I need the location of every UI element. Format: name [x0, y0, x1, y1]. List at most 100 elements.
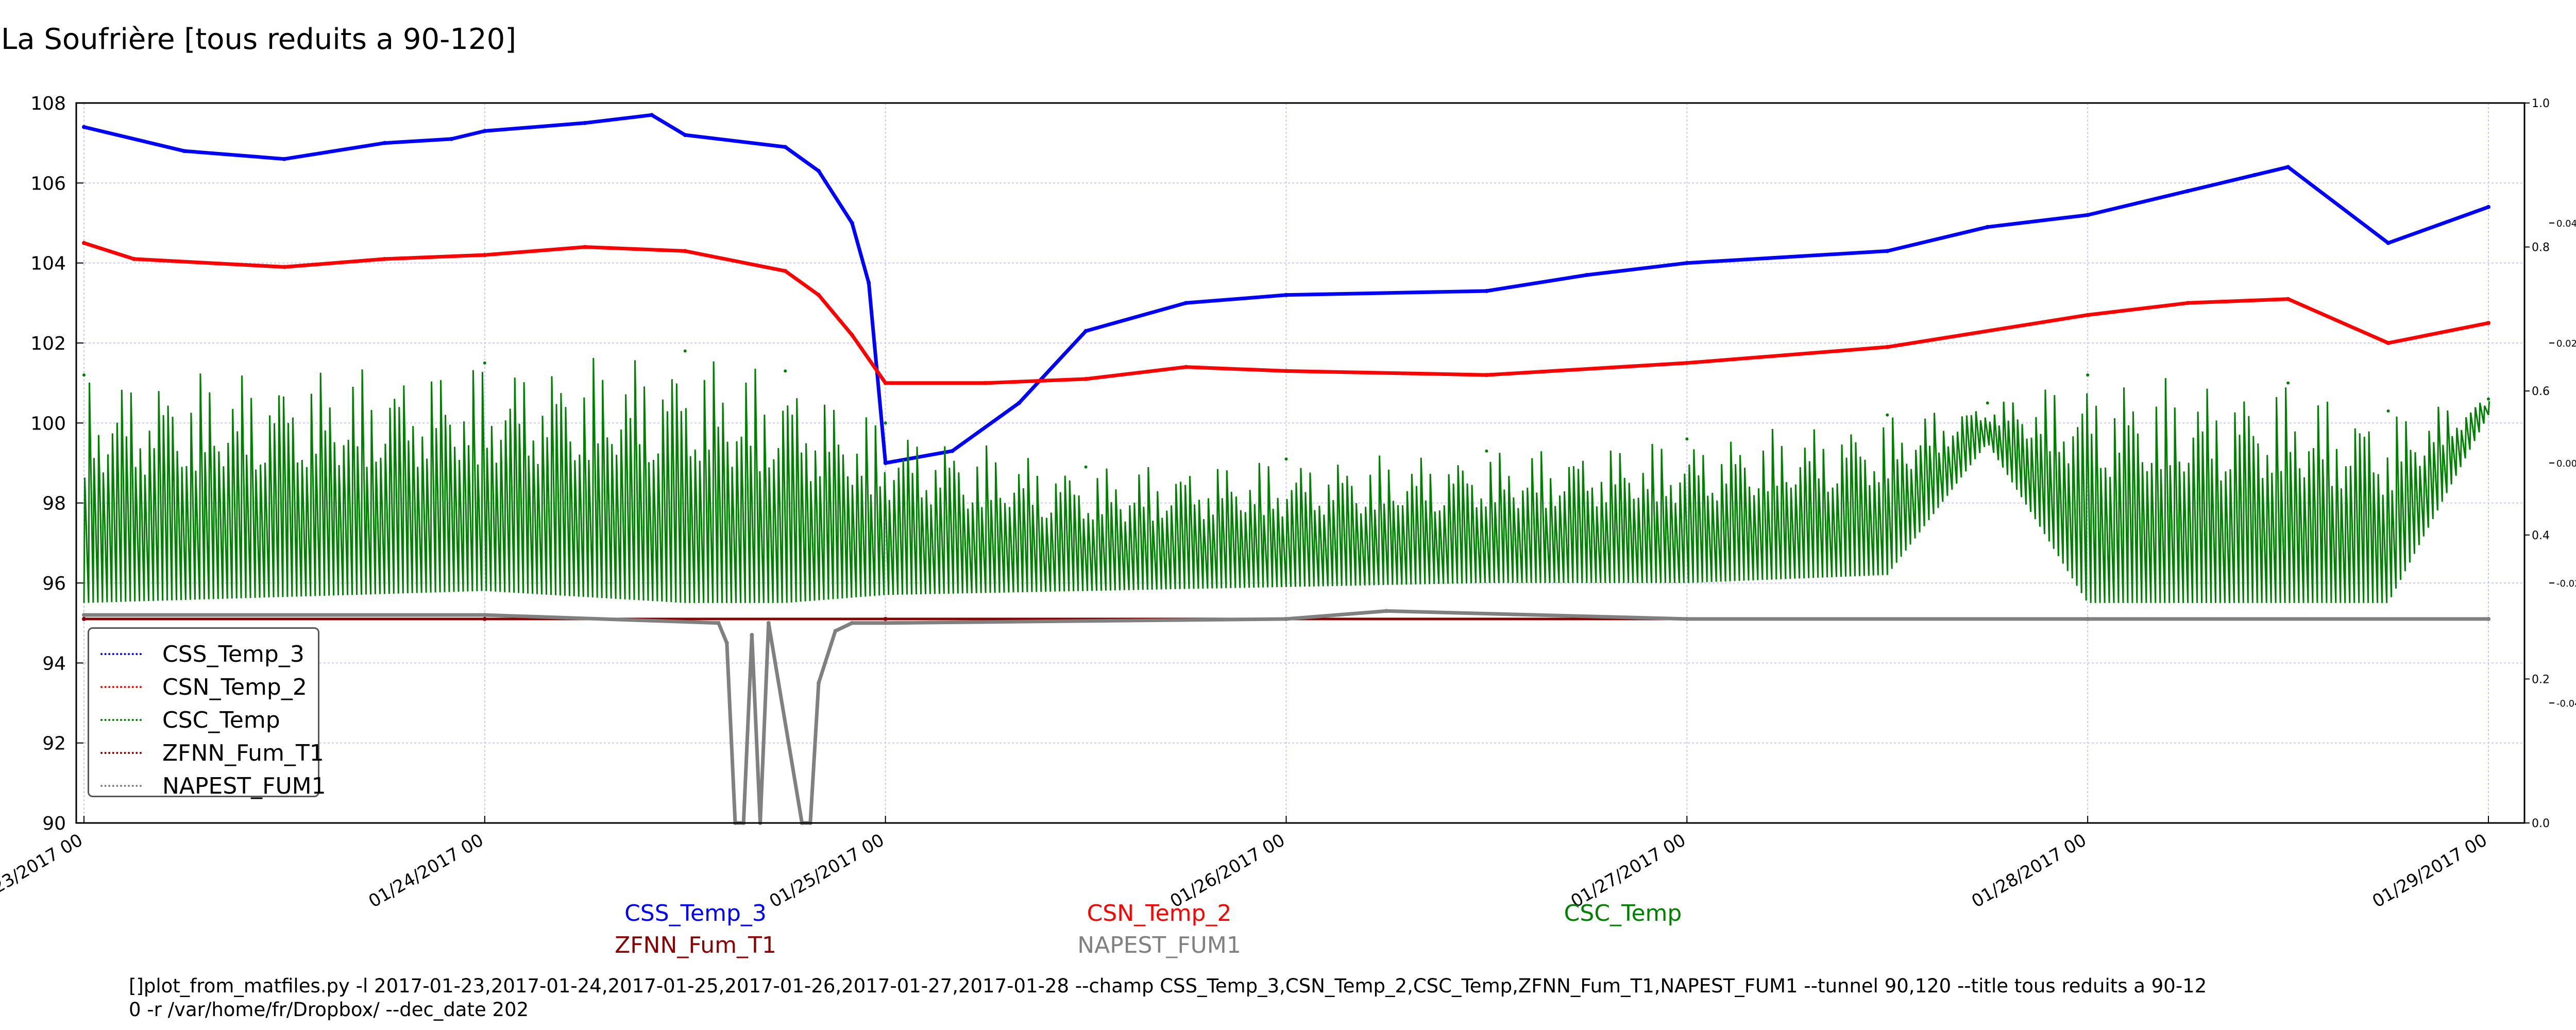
- series-line-css-temp-3: [83, 113, 2489, 465]
- series-point-csn-temp-2: [984, 381, 988, 385]
- series-line-csc-temp: [83, 357, 2490, 603]
- series-point-css-temp-3: [2252, 173, 2257, 177]
- command-line-text: []plot_from_matfiles.py -l 2017-01-23,20…: [129, 974, 2207, 1022]
- series-point-napest-fum1: [750, 632, 754, 637]
- series-point-csn-temp-2: [583, 245, 587, 249]
- series-point-napest-fum1: [2486, 616, 2490, 621]
- chart-title: La Soufrière [tous reduits a 90-120]: [1, 23, 517, 56]
- x-tick-label: 01/26/2017 00: [1166, 830, 1289, 912]
- series-point-css-temp-3: [950, 449, 955, 453]
- series-point-napest-fum1: [766, 621, 771, 625]
- series-point-css-temp-3: [883, 461, 888, 465]
- right-minor-tick-label: 0.00: [2556, 458, 2576, 469]
- series-point-csn-temp-2: [482, 253, 487, 258]
- x-tick-label: 01/23/2017 00: [0, 830, 86, 912]
- legend-item-csn-temp-2: CSN_Temp_2: [100, 674, 307, 700]
- series-name-csc-temp: CSC_Temp: [1564, 900, 1682, 926]
- series-point-csc-temp: [82, 373, 86, 377]
- series-point-napest-fum1: [850, 621, 854, 625]
- series-point-csc-temp: [784, 369, 787, 373]
- series-name-csn-temp-2: CSN_Temp_2: [1087, 900, 1232, 926]
- series-point-css-temp-3: [850, 221, 854, 225]
- series-point-css-temp-3: [1685, 261, 1689, 265]
- series-point-css-temp-3: [1083, 329, 1088, 333]
- series-point-csc-temp: [2086, 373, 2090, 377]
- legend-label: CSS_Temp_3: [162, 641, 304, 667]
- legend-swatch: [100, 785, 142, 787]
- series-point-csn-temp-2: [1885, 345, 1890, 349]
- series-point-napest-fum1: [1685, 616, 1689, 621]
- y-tick-label: 104: [30, 253, 66, 274]
- y-tick-label: 100: [30, 413, 66, 434]
- x-tick-label: 01/29/2017 00: [2369, 830, 2491, 912]
- series-point-css-temp-3: [649, 113, 654, 117]
- series-point-csn-temp-2: [1284, 369, 1289, 373]
- legend-label: CSN_Temp_2: [162, 674, 307, 700]
- series-point-csn-temp-2: [282, 265, 286, 269]
- series-point-css-temp-3: [1184, 301, 1189, 305]
- series-point-css-temp-3: [2086, 213, 2090, 217]
- series-point-csc-temp: [1284, 457, 1288, 461]
- series-point-napest-fum1: [716, 621, 721, 625]
- series-point-css-temp-3: [82, 125, 86, 129]
- legend-swatch: [100, 686, 142, 688]
- series-point-css-temp-3: [1284, 293, 1289, 297]
- y-tick-label: 106: [30, 173, 66, 194]
- legend: CSS_Temp_3 CSN_Temp_2 CSC_Temp ZFNN_Fum_…: [88, 627, 326, 799]
- command-line-2: 0 -r /var/home/fr/Dropbox/ --dec_date 20…: [129, 999, 529, 1021]
- series-point-css-temp-3: [449, 136, 454, 141]
- series-point-css-temp-3: [817, 169, 821, 174]
- y-tick-label: 92: [42, 733, 66, 754]
- series-point-csn-temp-2: [783, 269, 788, 273]
- series-point-napest-fum1: [1384, 609, 1388, 613]
- series-point-css-temp-3: [2185, 188, 2190, 193]
- series-point-napest-fum1: [724, 641, 729, 645]
- series-point-css-temp-3: [1016, 401, 1021, 405]
- series-point-css-temp-3: [1484, 289, 1489, 294]
- legend-swatch: [100, 752, 142, 754]
- series-point-csc-temp: [483, 361, 486, 365]
- series-point-csc-temp: [884, 421, 887, 425]
- series-point-zfnn-fum-t1: [82, 616, 86, 621]
- y-tick-label: 94: [42, 653, 66, 674]
- right-minor-tick-label: 0.02: [2556, 338, 2576, 349]
- series-point-csn-temp-2: [1484, 373, 1489, 377]
- series-point-csn-temp-2: [132, 256, 137, 261]
- series-point-css-temp-3: [583, 121, 587, 125]
- series-name-css-temp-3: CSS_Temp_3: [624, 900, 767, 926]
- series-point-csc-temp: [1685, 437, 1689, 441]
- series-point-napest-fum1: [817, 681, 821, 685]
- series-name-zfnn-fum-t1: ZFNN_Fum_T1: [615, 932, 776, 958]
- series-point-napest-fum1: [82, 613, 86, 617]
- series-point-csn-temp-2: [1083, 376, 1088, 381]
- series-point-csn-temp-2: [382, 256, 387, 261]
- series-point-csn-temp-2: [850, 333, 854, 337]
- x-tick-label: 01/25/2017 00: [766, 830, 888, 912]
- series-point-csc-temp: [1485, 449, 1488, 453]
- y-tick-label: 98: [42, 493, 66, 514]
- series-point-css-temp-3: [1584, 272, 1589, 277]
- y-tick-label: 96: [42, 573, 66, 594]
- legend-label: CSC_Temp: [162, 707, 280, 733]
- series-point-csn-temp-2: [2386, 341, 2391, 345]
- series-point-csc-temp: [1084, 465, 1088, 469]
- legend-swatch: [100, 719, 142, 721]
- series-point-csn-temp-2: [883, 381, 888, 385]
- y-tick-label: 90: [42, 813, 66, 834]
- right-major-tick-label: 0.0: [2532, 817, 2550, 830]
- series-point-napest-fum1: [482, 613, 487, 617]
- right-major-tick-label: 0.8: [2532, 242, 2550, 254]
- legend-label: ZFNN_Fum_T1: [162, 740, 324, 766]
- series-point-napest-fum1: [833, 629, 838, 633]
- series-point-csc-temp: [2386, 409, 2390, 413]
- series-point-css-temp-3: [783, 145, 788, 149]
- series-point-csn-temp-2: [817, 293, 821, 297]
- series-point-csn-temp-2: [2486, 321, 2490, 325]
- series-point-css-temp-3: [182, 149, 187, 153]
- right-major-tick-label: 0.2: [2532, 673, 2550, 686]
- series-point-css-temp-3: [867, 281, 871, 285]
- right-minor-tick-label: -0.04: [2556, 698, 2576, 709]
- x-tick-label: 01/24/2017 00: [365, 830, 487, 912]
- right-major-tick-label: 0.6: [2532, 385, 2550, 398]
